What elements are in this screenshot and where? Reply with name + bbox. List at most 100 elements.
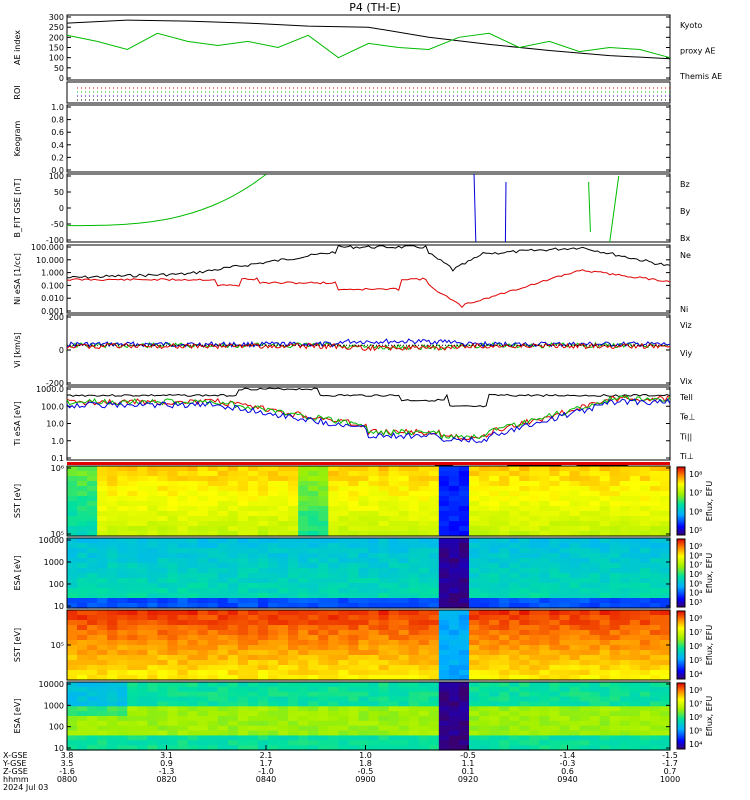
spectrogram-cell-esa_e — [509, 548, 520, 554]
spectrogram-cell-esa_e — [318, 573, 329, 579]
spectrogram-cell-sst_i — [529, 655, 540, 661]
spectrogram-cell-esa_e — [197, 558, 209, 564]
spectrogram-cell-sst_i — [358, 620, 370, 626]
spectrogram-cell-sst_i — [499, 625, 510, 631]
spectrogram-cell-esa_i — [358, 696, 370, 703]
spectrogram-cell-esa_e — [639, 583, 651, 589]
spectrogram-cell-esa_i — [609, 711, 621, 717]
spectrogram-cell-sst_e — [77, 521, 88, 527]
spectrogram-cell-sst_i — [519, 640, 530, 646]
spectrogram-cell-sst_e — [257, 526, 269, 532]
spectrogram-cell-esa_e — [529, 543, 540, 549]
spectrogram-cell-esa_i — [599, 745, 611, 751]
spectrogram-cell-esa_i — [358, 725, 370, 732]
spectrogram-cell-sst_i — [388, 615, 400, 621]
spectrogram-cell-sst_i — [97, 630, 108, 636]
spectrogram-cell-sst_e — [217, 506, 229, 512]
spectrogram-cell-sst_i — [609, 640, 621, 646]
spectrogram-cell-esa_e — [348, 588, 360, 594]
spectrogram-cell-esa_i — [338, 706, 349, 712]
spectrogram-cell-esa_e — [67, 573, 78, 579]
spectrogram-cell-esa_i — [469, 720, 480, 727]
spectrogram-cell-esa_e — [388, 538, 400, 544]
spectrogram-cell-esa_i — [358, 686, 370, 693]
spectrogram-cell-esa_e — [217, 578, 229, 584]
spectrogram-cell-sst_e — [197, 491, 209, 497]
spectrogram-cell-sst_e — [398, 506, 410, 512]
spectrogram-cell-esa_i — [207, 696, 219, 703]
spectrogram-cell-sst_e — [529, 516, 540, 522]
spectrogram-cell-esa_i — [197, 706, 209, 712]
spectrogram-cell-esa_e — [288, 593, 299, 599]
spectrogram-cell-sst_e — [217, 481, 229, 487]
spectrogram-cell-esa_e — [318, 583, 329, 589]
spectrogram-cell-esa_i — [368, 691, 380, 698]
spectrogram-cell-sst_i — [569, 645, 581, 651]
spectrogram-cell-esa_e — [97, 603, 108, 609]
xtick-label: -1.5 — [662, 751, 678, 760]
spectrogram-cell-sst_i — [288, 645, 299, 651]
spectrogram-cell-sst_e — [438, 511, 450, 517]
spectrogram-cell-esa_e — [117, 543, 128, 549]
spectrogram-cell-esa_i — [227, 725, 239, 732]
spectrogram-cell-sst_e — [257, 521, 269, 527]
spectrogram-cell-sst_e — [448, 496, 460, 502]
spectrogram-cell-sst_i — [217, 635, 229, 641]
spectrogram-cell-esa_e — [659, 593, 671, 599]
spectrogram-cell-esa_i — [529, 725, 540, 732]
spectrogram-cell-sst_e — [77, 486, 88, 492]
spectrogram-cell-sst_e — [117, 531, 128, 537]
spectrogram-cell-esa_i — [348, 725, 360, 732]
spectrogram-cell-esa_i — [167, 706, 179, 712]
spectrogram-cell-sst_i — [348, 655, 360, 661]
spectrogram-cell-sst_e — [589, 501, 601, 507]
spectrogram-cell-sst_e — [438, 516, 450, 522]
spectrogram-cell-sst_e — [67, 481, 78, 487]
spectrogram-cell-sst_i — [529, 675, 540, 681]
spectrogram-cell-esa_e — [227, 543, 239, 549]
spectrogram-cell-esa_e — [448, 603, 460, 609]
spectrogram-cell-sst_i — [227, 660, 239, 666]
spectrogram-cell-esa_e — [147, 578, 159, 584]
spectrogram-cell-esa_i — [278, 730, 289, 737]
spectrogram-cell-sst_e — [237, 476, 249, 482]
spectrogram-cell-esa_e — [257, 573, 269, 579]
spectrogram-cell-esa_e — [458, 548, 470, 554]
spectrogram-cell-sst_e — [167, 496, 179, 502]
spectrogram-cell-sst_i — [418, 610, 430, 616]
spectrogram-cell-sst_i — [87, 650, 98, 656]
spectrogram-cell-sst_i — [237, 645, 249, 651]
spectrogram-cell-esa_i — [268, 720, 279, 727]
spectrogram-cell-esa_e — [358, 538, 370, 544]
spectrogram-cell-esa_i — [87, 716, 98, 722]
spectrogram-cell-esa_i — [458, 740, 470, 746]
spectrogram-cell-sst_i — [599, 670, 611, 676]
spectrogram-cell-esa_i — [599, 725, 611, 732]
spectrogram-cell-sst_e — [388, 531, 400, 537]
spectrogram-cell-esa_e — [519, 538, 530, 544]
spectrogram-cell-esa_i — [388, 686, 400, 693]
spectrogram-cell-sst_i — [398, 650, 410, 656]
spectrogram-cell-sst_e — [589, 526, 601, 532]
spectrogram-cell-esa_i — [378, 716, 390, 722]
spectrogram-cell-sst_e — [67, 521, 78, 527]
spectrogram-cell-sst_i — [458, 650, 470, 656]
spectrogram-cell-esa_i — [659, 682, 671, 688]
spectrogram-cell-esa_e — [428, 548, 440, 554]
spectrogram-cell-esa_e — [559, 548, 571, 554]
spectrogram-cell-sst_i — [107, 650, 118, 656]
spectrogram-cell-esa_i — [469, 711, 480, 717]
spectrogram-cell-esa_e — [197, 553, 209, 559]
spectrogram-cell-esa_e — [137, 543, 148, 549]
spectrogram-cell-sst_e — [227, 496, 239, 502]
spectrogram-cell-esa_i — [569, 706, 581, 712]
spectrogram-cell-sst_i — [479, 620, 490, 626]
spectrogram-cell-sst_e — [197, 506, 209, 512]
spectrogram-cell-esa_i — [458, 745, 470, 751]
spectrogram-cell-sst_i — [197, 635, 209, 641]
spectrogram-cell-sst_i — [318, 655, 329, 661]
spectrogram-cell-esa_e — [117, 548, 128, 554]
spectrogram-cell-esa_i — [227, 720, 239, 727]
spectrogram-cell-sst_e — [97, 486, 108, 492]
spectrogram-cell-esa_e — [539, 598, 550, 604]
